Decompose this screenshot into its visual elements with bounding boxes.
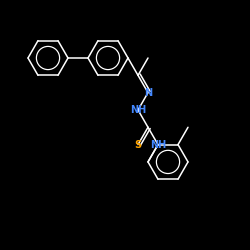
Text: N: N (144, 88, 152, 98)
Text: NH: NH (130, 105, 146, 115)
Text: S: S (134, 140, 141, 149)
Text: NH: NH (150, 140, 166, 149)
